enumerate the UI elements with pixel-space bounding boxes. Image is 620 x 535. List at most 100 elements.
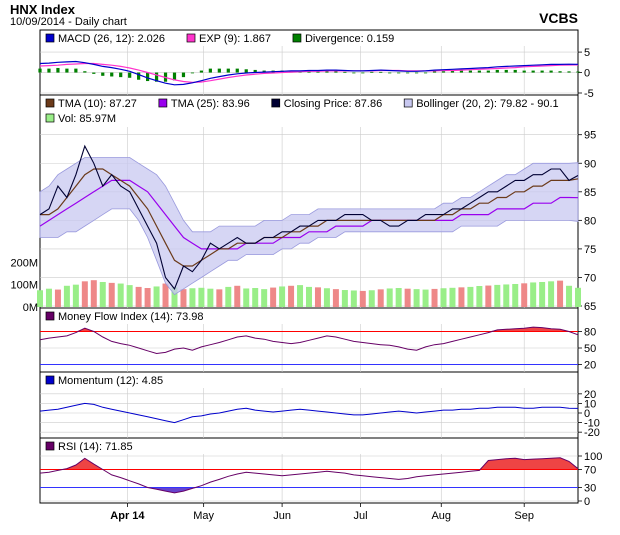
price-legend-label-2: Closing Price: 87.86 bbox=[284, 98, 382, 110]
closing-price-line bbox=[39, 144, 579, 290]
x-tick-label-0: Apr 14 bbox=[110, 510, 145, 522]
volume-bar bbox=[288, 285, 295, 307]
macd-divergence-bar bbox=[253, 69, 257, 73]
rsi-legend-label-0: RSI (14): 71.85 bbox=[58, 441, 133, 453]
rsi-ytick-label-1: 70 bbox=[584, 465, 596, 477]
volume-bar bbox=[225, 286, 232, 307]
volume-bar bbox=[575, 287, 581, 307]
volume-bar bbox=[413, 289, 420, 307]
volume-bar bbox=[63, 285, 70, 307]
macd-divergence-bar bbox=[549, 70, 553, 73]
macd-divergence-bar bbox=[334, 71, 338, 73]
volume-bar bbox=[180, 289, 187, 307]
macd-divergence-bar bbox=[406, 72, 410, 74]
source-label: VCBS bbox=[539, 10, 578, 26]
macd-exp-line bbox=[39, 62, 579, 84]
volume-bar bbox=[126, 285, 133, 307]
macd-divergence-bar bbox=[119, 72, 123, 78]
volume-bar bbox=[368, 290, 375, 307]
macd-divergence-bar bbox=[432, 71, 437, 73]
volume-bar bbox=[440, 288, 447, 307]
momentum-legend-label-0: Momentum (12): 4.85 bbox=[58, 375, 163, 387]
macd-divergence-bar bbox=[450, 70, 455, 73]
volume-bar bbox=[297, 285, 304, 307]
momentum-panel-frame bbox=[39, 371, 579, 439]
x-tick-label-1: May bbox=[193, 510, 214, 522]
volume-bar bbox=[216, 289, 223, 307]
volume-bar bbox=[234, 285, 241, 307]
chart-title: HNX Index bbox=[10, 2, 76, 17]
macd-divergence-bar bbox=[388, 72, 392, 74]
macd-divergence-bar bbox=[486, 70, 490, 73]
macd-divergence-bar bbox=[56, 67, 60, 73]
macd-divergence-bar bbox=[576, 71, 580, 73]
volume-bar bbox=[503, 284, 510, 307]
macd-divergence-bar bbox=[540, 70, 544, 73]
volume-bar bbox=[261, 289, 268, 307]
momentum-ytick-label-1: 10 bbox=[584, 398, 596, 410]
volume-bar bbox=[252, 288, 259, 307]
rsi-ytick-label-0: 100 bbox=[584, 451, 602, 463]
volume-bar bbox=[144, 288, 151, 307]
macd-divergence-bar bbox=[137, 72, 141, 80]
macd-divergence-bar bbox=[65, 68, 69, 73]
momentum-ytick-label-3: -10 bbox=[584, 418, 600, 430]
price-legend-swatch-1 bbox=[158, 98, 168, 108]
macd-divergence-bar bbox=[154, 72, 159, 82]
volume-bar bbox=[99, 281, 106, 307]
price-ytick-label-6: 65 bbox=[584, 301, 596, 313]
volume-bar bbox=[431, 288, 438, 307]
volume-bar bbox=[467, 286, 474, 307]
macd-panel-frame bbox=[39, 29, 579, 96]
momentum-ytick-label-2: 0 bbox=[584, 408, 590, 420]
macd-divergence-bar bbox=[92, 72, 96, 74]
price-ytick-label-4: 75 bbox=[584, 244, 596, 256]
volume-bar bbox=[539, 281, 546, 307]
x-tick-label-5: Sep bbox=[514, 510, 534, 522]
macd-divergence-bar bbox=[128, 72, 132, 78]
macd-divergence-bar bbox=[199, 70, 203, 73]
macd-ytick-label-2: -5 bbox=[584, 88, 594, 100]
macd-divergence-bar bbox=[441, 71, 446, 73]
volume-bar bbox=[341, 290, 348, 307]
macd-legend-label-0: MACD (26, 12): 2.026 bbox=[58, 33, 165, 45]
volume-bar bbox=[270, 287, 277, 307]
volume-tick-label-2: 0M bbox=[23, 302, 38, 314]
macd-divergence-bar bbox=[74, 68, 78, 73]
macd-legend-label-1: EXP (9): 1.867 bbox=[199, 33, 271, 45]
volume-bar bbox=[81, 281, 88, 307]
volume-bar bbox=[530, 282, 537, 307]
volume-bar bbox=[117, 283, 124, 307]
volume-bar bbox=[314, 287, 321, 307]
macd-divergence-bar bbox=[47, 68, 51, 73]
volume-bar bbox=[171, 287, 178, 307]
macd-legend-swatch-2 bbox=[292, 33, 302, 43]
macd-divergence-bar bbox=[459, 70, 464, 73]
macd-divergence-bar bbox=[325, 71, 329, 73]
volume-bar bbox=[359, 290, 366, 307]
macd-divergence-bar bbox=[352, 72, 356, 74]
volume-tick-label-0: 200M bbox=[10, 257, 38, 269]
macd-legend-swatch-0 bbox=[45, 33, 55, 43]
mfi-ytick-label-0: 80 bbox=[584, 327, 596, 339]
macd-legend-label-2: Divergence: 0.159 bbox=[305, 33, 394, 45]
price-ytick-label-2: 85 bbox=[584, 187, 596, 199]
price-ytick-label-1: 90 bbox=[584, 158, 596, 170]
volume-bar bbox=[332, 289, 339, 307]
tma25-line bbox=[39, 179, 579, 250]
macd-divergence-bar bbox=[379, 71, 383, 73]
momentum-line bbox=[39, 402, 579, 424]
volume-bar bbox=[485, 285, 492, 307]
volume-tick-label-1: 100M bbox=[10, 280, 38, 292]
volume-bar bbox=[404, 288, 411, 307]
price-legend-label-1: TMA (25): 83.96 bbox=[171, 98, 250, 110]
macd-divergence-bar bbox=[531, 70, 535, 73]
volume-bar bbox=[512, 283, 519, 307]
mfi-ytick-label-1: 50 bbox=[584, 343, 596, 355]
macd-divergence-bar bbox=[244, 69, 248, 73]
x-tick-label-3: Jul bbox=[354, 510, 368, 522]
macd-divergence-bar bbox=[415, 72, 419, 74]
chart-subtitle: 10/09/2014 - Daily chart bbox=[10, 16, 127, 28]
price-legend-label-0: TMA (10): 87.27 bbox=[58, 98, 137, 110]
